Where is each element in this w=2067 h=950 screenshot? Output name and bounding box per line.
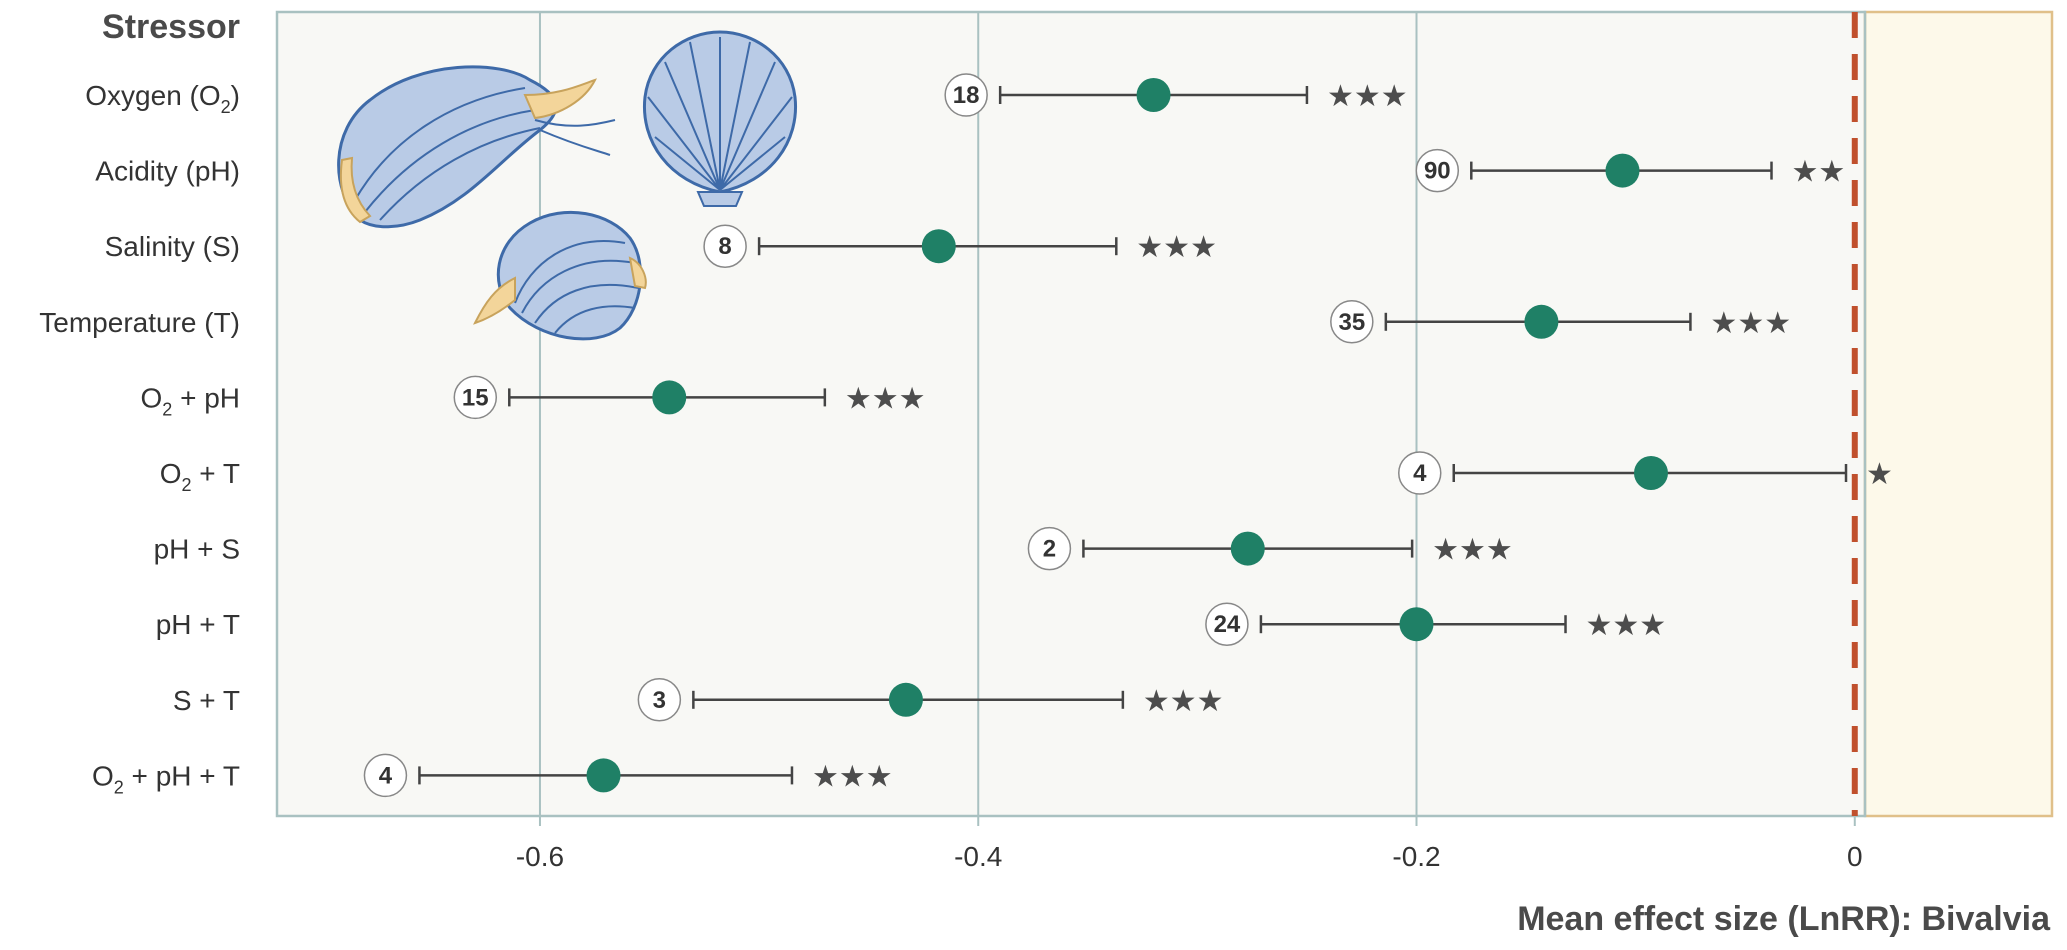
row-label-main: pH + T bbox=[156, 609, 240, 640]
mean-point bbox=[652, 380, 687, 415]
sample-size-badge bbox=[637, 678, 682, 722]
sample-size-badge bbox=[453, 375, 498, 420]
row-label-rest: + pH bbox=[172, 382, 240, 413]
row-label-rest: + T bbox=[191, 458, 240, 489]
mean-point bbox=[921, 229, 956, 264]
significance-stars: ★★★ bbox=[845, 381, 926, 416]
mean-point bbox=[1399, 607, 1434, 642]
row-label: Acidity (pH) bbox=[95, 156, 240, 187]
significance-stars: ★★★ bbox=[812, 759, 893, 794]
gridlines bbox=[538, 12, 1418, 816]
x-axis-title: Mean effect size (LnRR): Bivalvia bbox=[1517, 900, 2051, 938]
significance-stars: ★★★ bbox=[1327, 79, 1408, 114]
mean-point bbox=[1524, 304, 1559, 339]
row-label-rest: ) bbox=[231, 80, 240, 111]
significance-stars: ★★★ bbox=[1432, 533, 1513, 568]
row-label: Temperature (T) bbox=[39, 307, 240, 338]
row-label-main: Oxygen (O bbox=[85, 80, 220, 111]
row-label-main: Temperature (T) bbox=[39, 307, 240, 338]
row-label-subscript: 2 bbox=[162, 399, 172, 419]
significance-stars: ★★★ bbox=[1136, 230, 1217, 265]
sample-size-label: 24 bbox=[1214, 611, 1241, 638]
sample-size-label: 4 bbox=[1413, 460, 1427, 487]
sample-size-badge bbox=[1205, 602, 1249, 646]
sample-size-label: 18 bbox=[953, 82, 980, 109]
sample-size-badge bbox=[944, 73, 988, 117]
mean-point bbox=[586, 758, 621, 793]
x-axis-ticks: -0.6 -0.4 -0.2 0 bbox=[516, 816, 1863, 872]
row-label: pH + T bbox=[156, 609, 240, 640]
row-label-rest: + pH + T bbox=[124, 760, 240, 791]
row-label-main: O bbox=[92, 760, 114, 791]
row-label: O2 + pH bbox=[141, 382, 241, 419]
row-label-subscript: 2 bbox=[114, 777, 124, 797]
row-label-main: Salinity (S) bbox=[105, 231, 240, 262]
x-tick-label: -0.2 bbox=[1392, 841, 1440, 872]
mean-point bbox=[1136, 78, 1171, 112]
x-tick-label: -0.6 bbox=[516, 841, 564, 872]
positive-region bbox=[1863, 10, 2054, 818]
y-axis-title: Stressor bbox=[102, 8, 240, 46]
significance-stars: ★ bbox=[1866, 457, 1893, 492]
clam-shell-icon bbox=[473, 210, 647, 341]
row-label-subscript: 2 bbox=[181, 475, 191, 495]
sample-size-badge bbox=[1415, 148, 1460, 193]
plot-frame bbox=[275, 10, 1867, 818]
sample-size-label: 8 bbox=[718, 233, 731, 260]
row-label-main: O bbox=[141, 382, 163, 413]
plot-background bbox=[277, 12, 1865, 816]
significance-stars: ★★ bbox=[1792, 155, 1846, 190]
sample-size-label: 15 bbox=[462, 384, 489, 411]
row-label-subscript: 2 bbox=[221, 97, 231, 117]
significance-stars: ★★★★★★★★★★★★★★★★★★★★★★★★★★★ bbox=[812, 79, 1893, 794]
sample-size-badge bbox=[703, 224, 747, 268]
sample-size-label: 35 bbox=[1338, 309, 1365, 336]
sample-size-badge bbox=[1330, 300, 1374, 344]
sample-size-label: 2 bbox=[1043, 536, 1056, 563]
sample-size-label: 90 bbox=[1424, 158, 1451, 185]
row-label: O2 + pH + T bbox=[92, 760, 240, 797]
row-label: pH + S bbox=[154, 534, 240, 565]
mean-point bbox=[888, 682, 923, 717]
y-axis-labels: Oxygen (O2)Acidity (pH)Salinity (S)Tempe… bbox=[39, 80, 240, 797]
mean-point bbox=[1230, 531, 1265, 566]
significance-stars: ★★★ bbox=[1143, 684, 1224, 719]
sample-size-badge bbox=[363, 753, 408, 798]
mean-point bbox=[1605, 153, 1640, 188]
x-tick-label: -0.4 bbox=[954, 841, 1002, 872]
significance-stars: ★★★ bbox=[1710, 306, 1791, 341]
significance-stars: ★★★ bbox=[1586, 608, 1667, 643]
row-label: Oxygen (O2) bbox=[85, 80, 240, 117]
row-label-main: O bbox=[160, 458, 182, 489]
mean-points bbox=[586, 78, 1668, 793]
sample-size-label: 3 bbox=[653, 687, 666, 714]
scallop-shell-icon bbox=[642, 30, 798, 207]
row-label: S + T bbox=[173, 685, 240, 716]
mean-point bbox=[1633, 456, 1668, 490]
row-label-main: S + T bbox=[173, 685, 240, 716]
sample-size-label: 4 bbox=[379, 762, 393, 789]
row-label: Salinity (S) bbox=[105, 231, 240, 262]
x-tick-label: 0 bbox=[1847, 841, 1863, 872]
sample-size-labels: 18 90 8 35 15 4 2 24 3 4 bbox=[363, 73, 1460, 798]
row-label-main: pH + S bbox=[154, 534, 240, 565]
bivalve-shell-icon bbox=[337, 65, 616, 229]
row-label-main: Acidity (pH) bbox=[95, 156, 240, 187]
sample-size-badge bbox=[1398, 451, 1442, 495]
row-label: O2 + T bbox=[160, 458, 240, 495]
sample-size-badge bbox=[1027, 526, 1072, 571]
